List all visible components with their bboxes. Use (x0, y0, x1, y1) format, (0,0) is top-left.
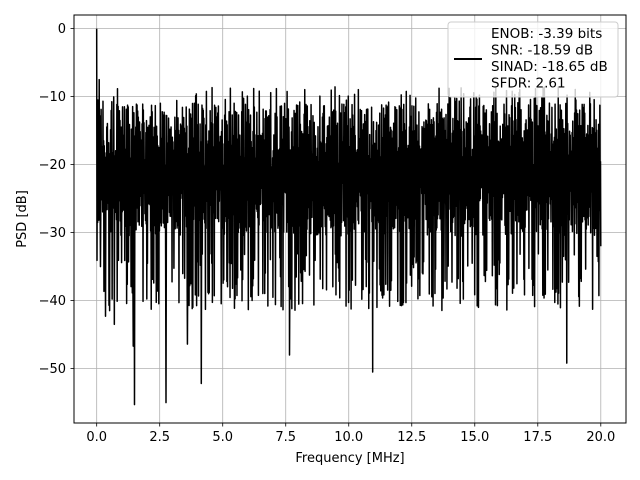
legend-enob: ENOB: -3.39 bits (491, 26, 602, 42)
y-tick-label: 0 (58, 22, 66, 37)
legend-sfdr: SFDR: 2.61 (491, 76, 566, 92)
y-tick-label: −40 (39, 294, 66, 309)
x-tick-label: 15.0 (460, 430, 489, 445)
y-tick-label: −10 (39, 90, 66, 105)
x-tick-label: 20.0 (586, 430, 615, 445)
x-tick-label: 12.5 (397, 430, 426, 445)
y-tick-label: −30 (39, 226, 66, 241)
x-axis-ticks: 0.0 2.5 5.0 7.5 10.0 12.5 15.0 17.5 20.0 (86, 423, 615, 445)
y-tick-label: −50 (39, 362, 66, 377)
x-axis-label: Frequency [MHz] (295, 451, 404, 466)
y-tick-label: −20 (39, 158, 66, 173)
psd-series-line (95, 28, 602, 406)
y-axis-label: PSD [dB] (15, 190, 30, 248)
x-tick-label: 7.5 (275, 430, 296, 445)
legend-sinad: SINAD: -18.65 dB (491, 59, 608, 75)
x-tick-label: 0.0 (86, 430, 107, 445)
plot-area (95, 28, 602, 406)
x-tick-label: 10.0 (334, 430, 363, 445)
x-tick-label: 5.0 (212, 430, 233, 445)
legend-box (447, 21, 619, 98)
axes-frame (73, 14, 627, 424)
legend-snr: SNR: -18.59 dB (491, 43, 593, 59)
x-tick-label: 2.5 (149, 430, 170, 445)
legend: ENOB: -3.39 bits SNR: -18.59 dB SINAD: -… (447, 21, 619, 98)
x-tick-label: 17.5 (523, 430, 552, 445)
y-axis-ticks: 0 −10 −20 −30 −40 −50 (39, 22, 74, 377)
